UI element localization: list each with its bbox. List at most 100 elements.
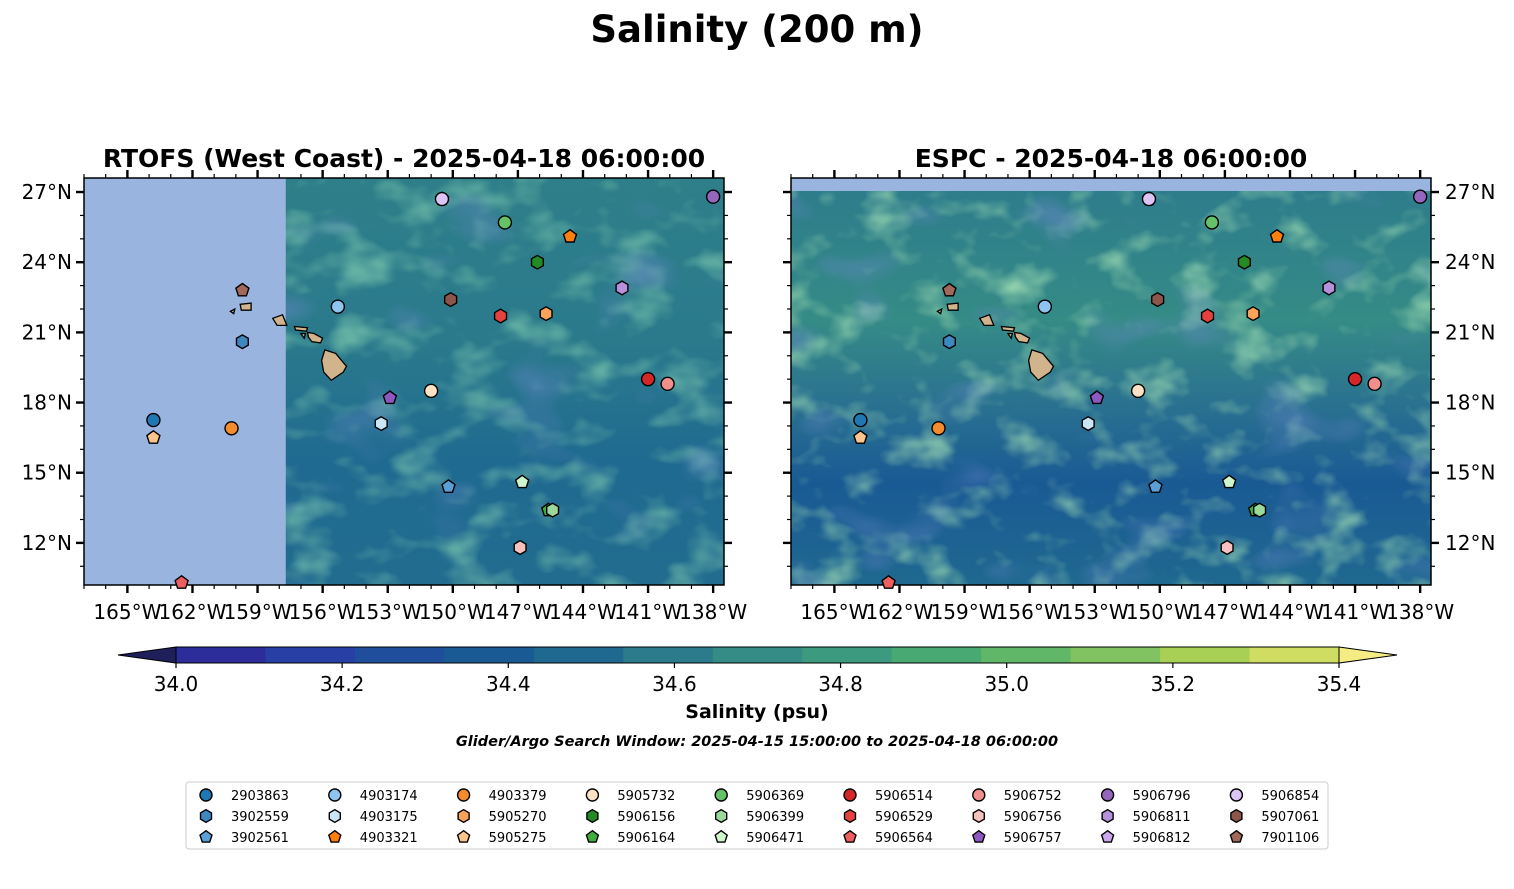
float-marker-5906756: [513, 539, 527, 556]
float-marker-5906156: [530, 254, 544, 270]
latitude-tick-label: 18°N: [22, 391, 72, 415]
float-marker-4903174: [330, 299, 346, 314]
float-marker-5907061: [1151, 291, 1165, 308]
legend-label: 5906156: [617, 810, 675, 825]
latitude-tick-label: 18°N: [1445, 391, 1495, 415]
rtofs-panel-title: RTOFS (West Coast) - 2025-04-18 06:00:00: [103, 144, 705, 173]
colorbar-tick-label: 34.4: [486, 672, 531, 696]
legend-marker-5905732: [585, 788, 600, 802]
legend-label: 5906369: [746, 789, 804, 804]
float-marker-5905275: [146, 429, 161, 444]
legend-label: 3902559: [231, 810, 289, 825]
espc-map-frame: [790, 177, 1432, 586]
legend-marker-5905270: [457, 808, 470, 824]
legend-marker-5906156: [586, 808, 599, 824]
legend-label: 4903321: [360, 831, 418, 846]
legend-frame: [185, 781, 1329, 850]
island-niihau: [936, 307, 943, 315]
float-marker-5905270: [1246, 305, 1260, 322]
island-molokai: [293, 325, 309, 332]
legend-label: 5905270: [489, 810, 547, 825]
float-marker-5906156: [1237, 254, 1251, 270]
float-marker-5907061: [444, 291, 458, 308]
float-marker-4903175: [1081, 415, 1095, 432]
legend-marker-7901106: [1229, 829, 1244, 843]
legend-label: 4903175: [360, 810, 418, 825]
latitude-tick-label: 15°N: [22, 461, 72, 485]
latitude-tick-label: 24°N: [22, 250, 72, 274]
longitude-tick-label: 147°W: [484, 600, 552, 624]
float-marker-4903175: [374, 415, 388, 432]
legend-label: 2903863: [231, 789, 289, 804]
colorbar-segment: [444, 647, 535, 663]
latitude-tick-label: 24°N: [1445, 250, 1495, 274]
legend-marker-5907061: [1230, 808, 1243, 824]
legend-label: 4903379: [489, 789, 547, 804]
longitude-tick-label: 144°W: [549, 600, 617, 624]
legend-marker-5906529: [843, 808, 857, 824]
figure-title: Salinity (200 m): [590, 8, 923, 51]
colorbar-segment: [981, 647, 1072, 663]
legend-label: 5906811: [1133, 810, 1191, 825]
float-marker-5906811: [1322, 280, 1336, 296]
float-marker-3902559: [235, 334, 249, 350]
legend-marker-4903321: [327, 829, 342, 843]
longitude-tick-label: 159°W: [224, 600, 292, 624]
rtofs-longitude-axis: 165°W162°W159°W156°W153°W150°W147°W144°W…: [83, 170, 747, 624]
colorbar-segment: [265, 647, 356, 663]
colorbar-tick-label: 34.2: [320, 672, 365, 696]
latitude-tick-label: 12°N: [22, 531, 72, 555]
float-marker-7901106: [942, 282, 957, 297]
legend-marker-5906564: [843, 829, 857, 843]
float-marker-5905275: [853, 429, 868, 444]
colorbar-segment: [176, 647, 267, 663]
float-marker-5906811: [615, 280, 629, 296]
legend-marker-2903863: [199, 788, 213, 802]
float-marker-5906796: [705, 189, 721, 204]
longitude-tick-label: 159°W: [931, 600, 999, 624]
float-marker-5906471: [514, 474, 530, 489]
rtofs-map-frame: [83, 177, 725, 586]
island-big-island: [320, 349, 348, 382]
salinity-colorbar: 34.0 34.2 34.4 34.6 34.8 35.0 35.2 35.4 Salinit…: [117, 646, 1398, 723]
latitude-tick-label: 15°N: [1445, 461, 1495, 485]
colorbar-segments: [117, 646, 1398, 664]
legend-marker-5905275: [456, 829, 471, 843]
legend-label: 7901106: [1261, 831, 1319, 846]
legend-marker-5906854: [1229, 788, 1244, 802]
island-niihau: [229, 307, 236, 315]
legend-marker-3902559: [199, 808, 213, 824]
legend-marker-5906164: [585, 829, 600, 843]
float-marker-5906399: [546, 502, 560, 518]
espc-longitude-axis: 165°W162°W159°W156°W153°W150°W147°W144°W…: [790, 170, 1454, 624]
float-marker-5906529: [493, 308, 508, 324]
colorbar-extend-high: [1338, 646, 1398, 664]
rtofs-float-markers: [146, 189, 721, 589]
espc-float-markers: [853, 189, 1428, 589]
latitude-tick-label: 21°N: [22, 320, 72, 344]
colorbar-segment: [891, 647, 982, 663]
float-marker-5906471: [1221, 474, 1237, 489]
longitude-tick-label: 162°W: [158, 600, 226, 624]
island-oahu: [271, 313, 288, 327]
float-marker-5906369: [1204, 215, 1220, 230]
colorbar-segment: [712, 647, 803, 663]
colorbar-tick-label: 35.4: [1317, 672, 1362, 696]
longitude-tick-label: 156°W: [289, 600, 357, 624]
legend-label: 3902561: [231, 831, 289, 846]
legend-label: 5905275: [489, 831, 547, 846]
float-marker-5906399: [1253, 502, 1267, 518]
legend-marker-5906811: [1101, 808, 1114, 824]
rtofs-map-panel: RTOFS (West Coast) - 2025-04-18 06:00:00…: [22, 144, 748, 624]
rtofs-latitude-axis: 27°N 24°N 21°N 18°N 15°N 12°N: [22, 180, 732, 567]
longitude-tick-label: 141°W: [1321, 600, 1389, 624]
float-marker-7901106: [235, 282, 250, 297]
legend-marker-4903174: [328, 788, 342, 802]
float-marker-3902561: [441, 479, 456, 493]
float-marker-4903174: [1037, 299, 1053, 314]
longitude-tick-label: 150°W: [419, 600, 487, 624]
island-kauai: [239, 302, 252, 311]
legend-label: 5906471: [746, 831, 804, 846]
float-marker-4903379: [931, 421, 946, 436]
